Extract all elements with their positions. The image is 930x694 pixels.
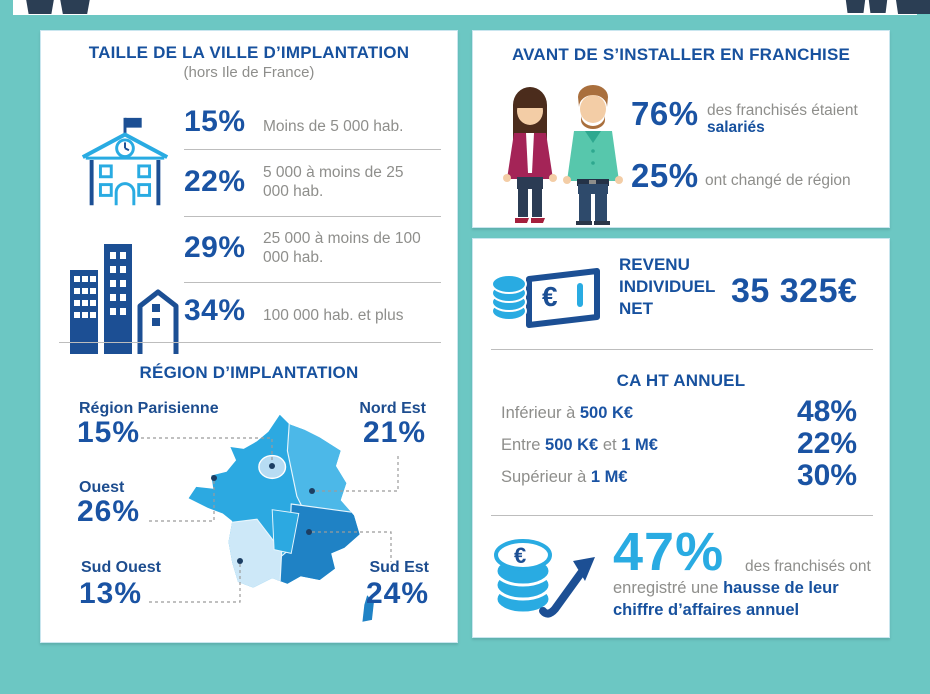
ca-row-pct: 48% [796, 395, 857, 428]
city-size-label: 25 000 à moins de 100 000 hab. [263, 230, 421, 266]
revenue-value: 35 325€ [731, 272, 858, 310]
city-size-pct: 15% [184, 105, 246, 138]
ca-label-bold: 500 K€ [579, 404, 634, 422]
ca-label-gray: et [598, 436, 622, 454]
ca-label-gray: Supérieur à [501, 468, 591, 486]
coins-growth-icon: € [483, 527, 608, 622]
svg-text:€: € [542, 281, 558, 312]
money-banknote-icon: € [485, 261, 605, 331]
city-size-title: TAILLE DE LA VILLE D’IMPLANTATION [88, 43, 410, 62]
figure-leg-icon [60, 0, 90, 14]
row-divider [184, 282, 441, 283]
panel-revenue: € REVENU INDIVIDUEL NET 35 325€ CA HT AN… [472, 238, 890, 638]
figure-leg-icon [896, 0, 930, 14]
growth-text-line3: chiffre d’affaires annuel [613, 601, 800, 619]
region-name: Nord Est [359, 400, 426, 417]
region-pct: 21% [362, 416, 426, 449]
couple-icon [493, 79, 631, 227]
ca-label-gray: Entre [501, 436, 546, 454]
france-map [46, 394, 456, 641]
before-text: des franchisés étaient [707, 102, 858, 119]
figure-leg-icon [845, 0, 866, 13]
map-dot [211, 463, 315, 564]
city-size-label: 5 000 à moins de 25 000 hab. [263, 164, 404, 200]
before-franchise-title: AVANT DE S’INSTALLER EN FRANCHISE [511, 45, 851, 64]
dashed-connector [141, 437, 399, 603]
section-divider [59, 342, 441, 343]
growth-pct: 47% [613, 522, 725, 582]
before-text: ont changé de région [705, 172, 851, 189]
section-divider [491, 349, 873, 350]
growth-text-gray: enregistré une [613, 579, 724, 597]
row-divider [184, 149, 441, 150]
city-size-pct: 29% [184, 231, 246, 264]
growth-text-line1: des franchisés ont [745, 558, 871, 575]
city-size-pct: 34% [184, 294, 246, 327]
row-divider [184, 216, 441, 217]
ca-row-label: Supérieur à 1 M€ [501, 468, 628, 487]
panel-city-size: TAILLE DE LA VILLE D’IMPLANTATION (hors … [40, 30, 458, 643]
city-size-label: 100 000 hab. et plus [263, 307, 404, 324]
revenue-label-line1: REVENU [619, 255, 690, 274]
top-strip [13, 0, 917, 15]
region-pct: 26% [77, 495, 141, 528]
region-name: Ouest [79, 479, 125, 496]
woman-icon [503, 87, 557, 223]
before-text-bold: salariés [707, 119, 765, 136]
city-size-pct: 22% [184, 165, 246, 198]
man-icon [563, 85, 623, 225]
city-buildings-icon [66, 238, 191, 356]
ca-row-pct: 30% [796, 459, 857, 492]
region-name: Sud Ouest [81, 559, 162, 576]
ca-row-pct: 22% [796, 427, 857, 460]
city-size-subtitle: (hors Ile de France) [183, 64, 315, 81]
figure-leg-icon [868, 0, 888, 13]
city-size-label: Moins de 5 000 hab. [263, 118, 404, 135]
region-name: Région Parisienne [79, 400, 219, 417]
ca-label-bold: 1 M€ [590, 468, 628, 486]
region-title: RÉGION D’IMPLANTATION [139, 363, 359, 382]
ca-title: CA HT ANNUEL [616, 371, 746, 390]
section-divider [491, 515, 873, 516]
ca-row-label: Entre 500 K€ et 1 M€ [501, 436, 658, 455]
before-pct: 76% [631, 95, 699, 132]
region-name: Sud Est [369, 559, 429, 576]
ca-label-bold: 1 M€ [621, 436, 658, 454]
growth-text-bold: hausse de leur [723, 579, 839, 597]
ca-label-gray: Inférieur à [501, 404, 580, 422]
revenue-label-line2: INDIVIDUEL [619, 277, 716, 296]
region-pct: 15% [77, 416, 141, 449]
town-hall-icon [71, 109, 179, 217]
region-pct: 24% [365, 577, 429, 610]
panel-before-franchise: AVANT DE S’INSTALLER EN FRANCHISE [472, 30, 890, 228]
before-pct: 25% [631, 157, 699, 194]
ca-label-bold: 500 K€ [545, 436, 599, 454]
growth-text-line2: enregistré une hausse de leur [613, 579, 839, 598]
region-pct: 13% [79, 577, 143, 610]
figure-leg-icon [26, 0, 54, 14]
svg-text:€: € [514, 543, 526, 568]
revenue-label-line3: NET [619, 299, 653, 318]
ca-row-label: Inférieur à 500 K€ [501, 404, 633, 423]
